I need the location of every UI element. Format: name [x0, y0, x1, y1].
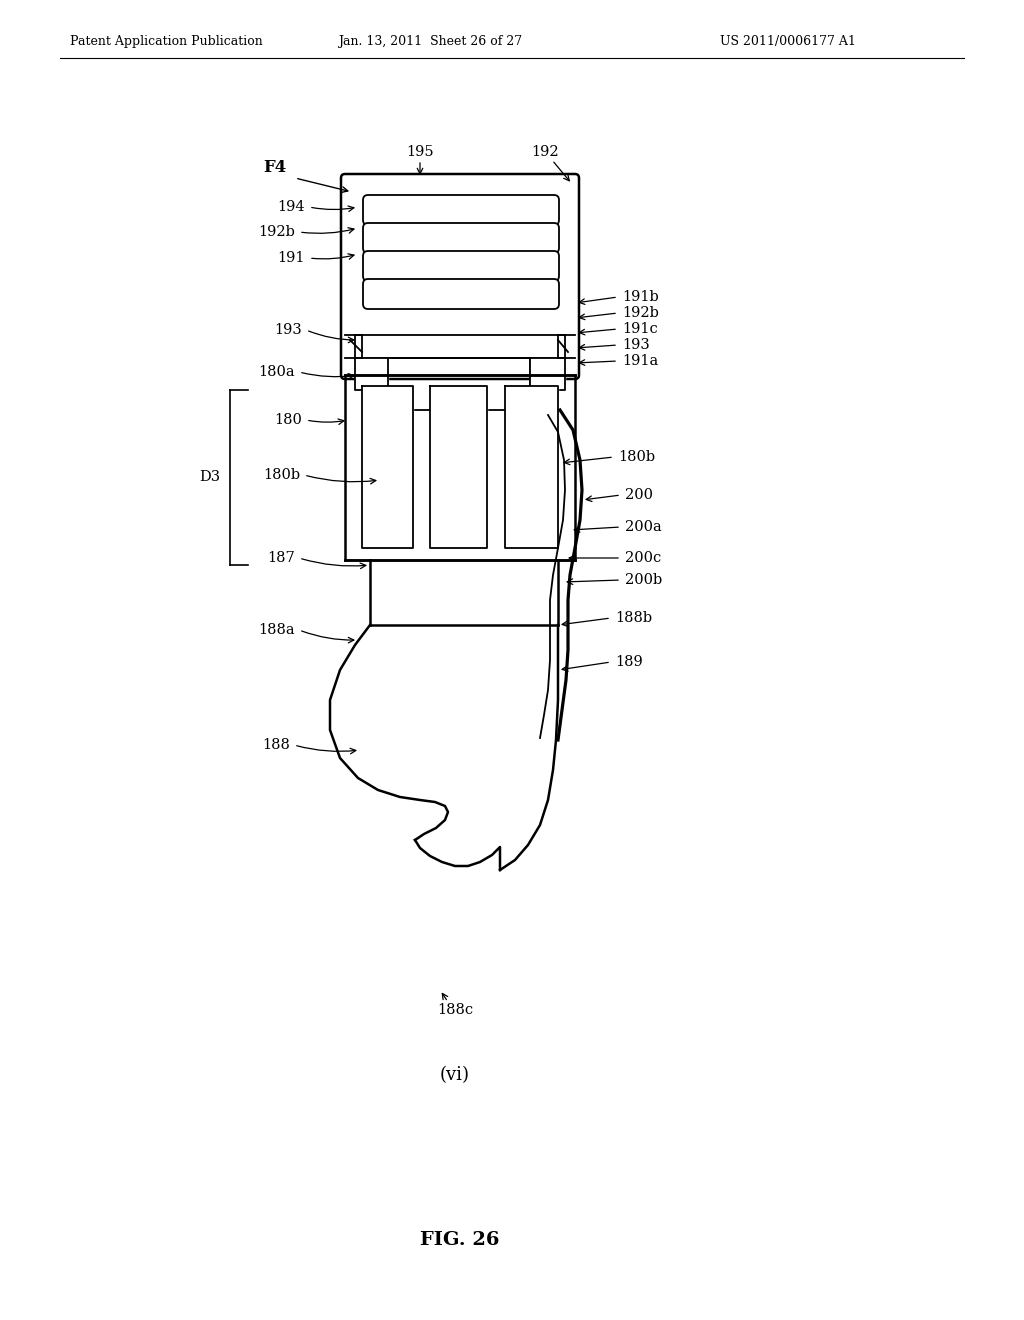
FancyBboxPatch shape [362, 279, 559, 309]
Text: Patent Application Publication: Patent Application Publication [70, 36, 263, 49]
Polygon shape [505, 385, 558, 548]
Text: 191b: 191b [622, 290, 658, 304]
FancyBboxPatch shape [362, 195, 559, 224]
Text: 192b: 192b [622, 306, 658, 319]
Text: F4: F4 [263, 160, 287, 177]
FancyBboxPatch shape [341, 174, 579, 379]
Text: 200: 200 [625, 488, 653, 502]
Text: 191c: 191c [622, 322, 657, 337]
Text: 193: 193 [622, 338, 650, 352]
Text: 195: 195 [407, 145, 434, 158]
Text: 192: 192 [531, 145, 559, 158]
Text: 180: 180 [274, 413, 302, 426]
Text: US 2011/0006177 A1: US 2011/0006177 A1 [720, 36, 856, 49]
Text: 188b: 188b [615, 611, 652, 624]
Text: 180b: 180b [263, 469, 300, 482]
Text: 200c: 200c [625, 550, 662, 565]
FancyBboxPatch shape [362, 251, 559, 281]
Text: 192b: 192b [258, 224, 295, 239]
Text: 193: 193 [274, 323, 302, 337]
Text: (vi): (vi) [440, 1067, 470, 1084]
FancyBboxPatch shape [362, 223, 559, 253]
Text: 194: 194 [278, 201, 305, 214]
Text: 188a: 188a [258, 623, 295, 638]
Text: 187: 187 [267, 550, 295, 565]
Text: 188c: 188c [437, 1003, 473, 1016]
Text: 188: 188 [262, 738, 290, 752]
Text: 200a: 200a [625, 520, 662, 535]
Polygon shape [530, 358, 565, 389]
Text: 191a: 191a [622, 354, 658, 368]
Text: FIG. 26: FIG. 26 [420, 1232, 500, 1249]
Polygon shape [355, 358, 388, 389]
Text: 180b: 180b [618, 450, 655, 465]
Text: 191: 191 [278, 251, 305, 265]
Polygon shape [430, 385, 487, 548]
Text: Jan. 13, 2011  Sheet 26 of 27: Jan. 13, 2011 Sheet 26 of 27 [338, 36, 522, 49]
Text: 200b: 200b [625, 573, 663, 587]
Text: 189: 189 [615, 655, 643, 669]
Polygon shape [362, 385, 413, 548]
Text: D3: D3 [200, 470, 220, 484]
Text: 180a: 180a [258, 366, 295, 379]
